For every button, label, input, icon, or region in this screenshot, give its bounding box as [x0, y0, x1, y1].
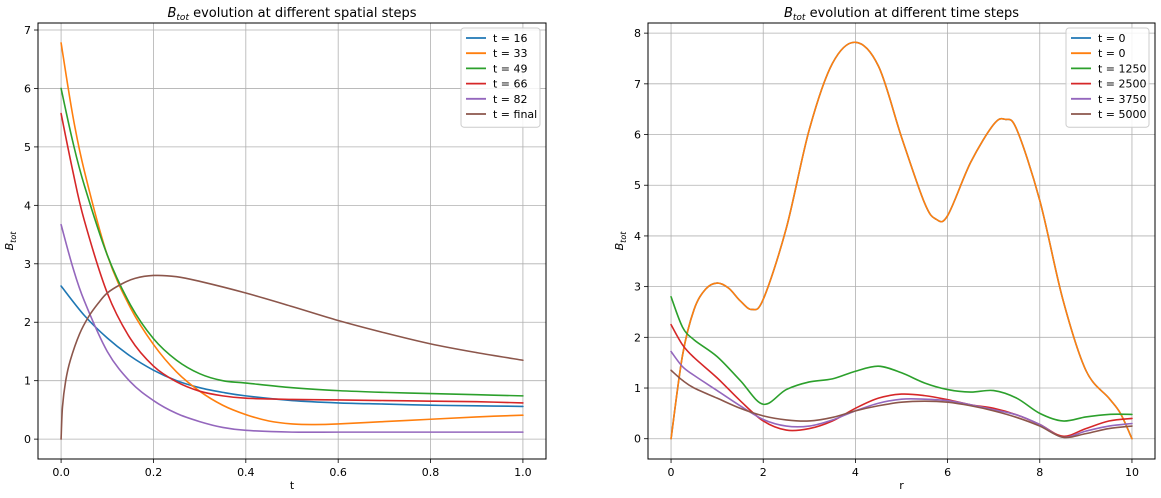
y-label-symbol: B	[3, 243, 16, 251]
series-line-0	[60, 285, 524, 408]
series-line-3	[60, 112, 524, 404]
legend-label-0: t = 0	[1098, 32, 1126, 45]
y-tick-label: 6	[24, 82, 31, 95]
y-tick-label: 3	[24, 258, 31, 271]
x-tick-label: 0	[668, 466, 675, 479]
legend-label-0: t = 16	[493, 32, 528, 45]
y-tick-label: 3	[634, 281, 641, 294]
title-subscript: tot	[793, 13, 806, 23]
x-tick-label: 0.4	[237, 466, 255, 479]
title-text: evolution at different time steps	[805, 6, 1019, 21]
y-label-symbol: B	[613, 243, 626, 251]
legend-label-4: t = 82	[493, 93, 528, 106]
y-tick-label: 5	[24, 141, 31, 154]
series-line-0	[670, 41, 1133, 440]
y-axis-label: Btot	[613, 231, 628, 251]
title-text: evolution at different spatial steps	[189, 6, 417, 21]
x-tick-label: 0.6	[329, 466, 347, 479]
y-tick-label: 1	[24, 375, 31, 388]
series-line-5	[60, 274, 524, 440]
ticks: 0 2 4 6 8 10 0 1 2 3 4 5 6 7 8	[634, 27, 1139, 479]
axes-frame	[647, 22, 1156, 460]
grid	[648, 23, 1155, 459]
x-tick-label: 2	[760, 466, 767, 479]
x-tick-label: 8	[1036, 466, 1043, 479]
x-axis-label: t	[290, 479, 295, 492]
x-tick-label: 0.0	[52, 466, 70, 479]
legend-label-5: t = 5000	[1098, 108, 1147, 121]
y-label-subscript: tot	[9, 231, 18, 243]
y-tick-label: 2	[634, 331, 641, 344]
legend-label-3: t = 2500	[1098, 78, 1147, 91]
series-line-1	[60, 42, 524, 426]
y-tick-label: 0	[634, 433, 641, 446]
x-tick-label: 1.0	[514, 466, 532, 479]
y-tick-label: 2	[24, 316, 31, 329]
series-group	[670, 41, 1133, 440]
y-tick-label: 1	[634, 382, 641, 395]
series-group	[60, 42, 524, 440]
y-tick-label: 7	[24, 24, 31, 37]
y-tick-label: 5	[634, 179, 641, 192]
axes-frame	[37, 22, 547, 460]
legend-label-3: t = 66	[493, 78, 528, 91]
legend-label-4: t = 3750	[1098, 93, 1147, 106]
legend-label-1: t = 0	[1098, 47, 1126, 60]
series-line-2	[60, 87, 524, 397]
spatial-steps-chart: 0.0 0.2 0.4 0.6 0.8 1.0 0 1 2 3 4 5 6 7 Btot evolution…	[3, 6, 547, 492]
y-label-subscript: tot	[619, 231, 628, 243]
legend-label-2: t = 1250	[1098, 62, 1147, 75]
series-line-1	[670, 41, 1133, 440]
x-axis-label: r	[899, 479, 904, 492]
x-tick-label: 0.2	[145, 466, 163, 479]
x-tick-label: 4	[852, 466, 859, 479]
legend-label-1: t = 33	[493, 47, 528, 60]
y-tick-label: 4	[24, 199, 31, 212]
ticks: 0.0 0.2 0.4 0.6 0.8 1.0 0 1 2 3 4 5 6 7	[24, 24, 532, 479]
x-tick-label: 0.8	[422, 466, 440, 479]
y-tick-label: 6	[634, 129, 641, 142]
legend-label-5: t = final	[493, 108, 537, 121]
chart-title: Btot evolution at different time steps	[784, 6, 1019, 23]
x-tick-label: 10	[1125, 466, 1139, 479]
y-axis-label: Btot	[3, 231, 18, 251]
chart-title: Btot evolution at different spatial step…	[167, 6, 416, 23]
series-line-4	[60, 223, 524, 434]
series-line-5	[670, 369, 1133, 439]
title-subscript: tot	[176, 13, 189, 23]
legend: t = 0 t = 0 t = 1250 t = 2500 t = 3750 t = 50…	[1065, 27, 1150, 128]
title-symbol: B	[784, 6, 793, 21]
legend-label-2: t = 49	[493, 62, 528, 75]
title-symbol: B	[167, 6, 176, 21]
x-tick-label: 6	[944, 466, 951, 479]
y-tick-label: 8	[634, 27, 641, 40]
legend: t = 16 t = 33 t = 49 t = 66 t = 82 t = final	[460, 27, 541, 128]
y-tick-label: 0	[24, 433, 31, 446]
time-steps-chart: 0 2 4 6 8 10 0 1 2 3 4 5 6 7 8 Btot evolution at differ…	[613, 6, 1156, 492]
y-tick-label: 4	[634, 230, 641, 243]
y-tick-label: 7	[634, 78, 641, 91]
series-line-2	[670, 295, 1133, 422]
